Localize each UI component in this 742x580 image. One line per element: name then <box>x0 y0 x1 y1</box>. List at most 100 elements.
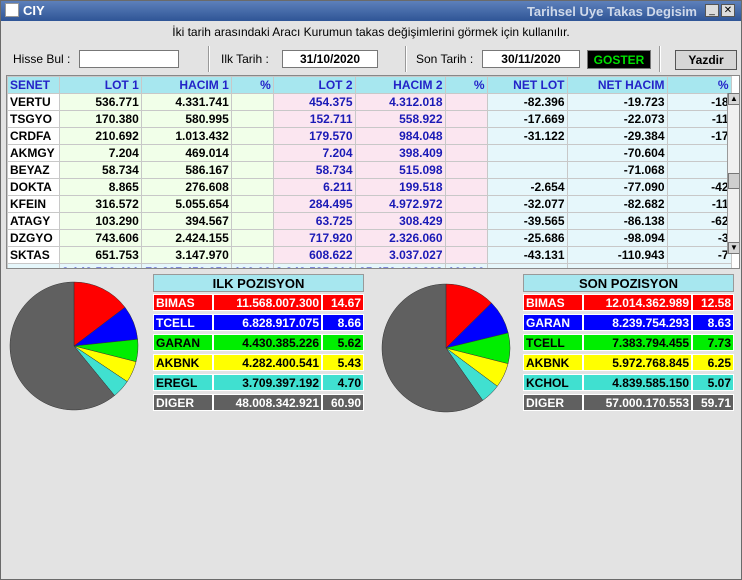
table-cell: -32.077 <box>486 195 568 213</box>
yazdir-button[interactable]: Yazdir <box>675 50 737 70</box>
position-row[interactable]: AKBNK 5.972.768.845 6.25 <box>523 354 734 371</box>
table-row[interactable]: SKTAS 651.753 3.147.970 608.622 3.037.027 -43… <box>7 246 732 264</box>
table-row[interactable]: VERTU 536.771 4.331.741 454.375 4.312.018 -82… <box>7 93 732 111</box>
table-cell: BEYAZ <box>7 161 60 179</box>
table-cell: AKMGY <box>7 144 60 162</box>
table-cell: 179.570 <box>272 127 356 145</box>
table-row[interactable]: DZGYO 743.606 2.424.155 717.920 2.326.060 -25… <box>7 229 732 247</box>
total-cell <box>666 263 732 268</box>
table-cell <box>444 229 488 247</box>
position-value: 48.008.342.921 <box>213 394 322 411</box>
table-cell: 58.734 <box>59 161 142 179</box>
table-cell: 1.013.432 <box>140 127 232 145</box>
table-scrollbar[interactable]: ▲ ▼ <box>727 93 739 254</box>
position-row[interactable]: GARAN 4.430.385.226 5.62 <box>153 334 364 351</box>
position-row[interactable]: EREGL 3.709.397.192 4.70 <box>153 374 364 391</box>
table-cell <box>230 212 274 230</box>
close-button[interactable]: ✕ <box>721 4 735 17</box>
son-tarih-input[interactable]: 30/11/2020 <box>482 50 580 68</box>
totals-row: 3.143.529.40178.827.450.259100,003.949.5… <box>7 263 732 268</box>
pie-slice-diger <box>381 283 484 413</box>
table-cell: -19.723 <box>566 93 668 111</box>
goster-button[interactable]: GOSTER <box>587 50 651 69</box>
table-row[interactable]: BEYAZ 58.734 586.167 58.734 515.098 -71.068 <box>7 161 732 179</box>
table-row[interactable]: CRDFA 210.692 1.013.432 179.570 984.048 -31.1… <box>7 127 732 145</box>
position-value: 3.709.397.192 <box>213 374 322 391</box>
table-cell: ATAGY <box>7 212 60 230</box>
ilk-tarih-input[interactable]: 31/10/2020 <box>282 50 378 68</box>
table-row[interactable]: DOKTA 8.865 276.608 6.211 199.518 -2.654 -77.0… <box>7 178 732 196</box>
table-cell <box>666 161 732 179</box>
table-cell: -22.073 <box>566 110 668 128</box>
position-value: 4.430.385.226 <box>213 334 322 351</box>
table-cell: -62 <box>666 212 732 230</box>
scroll-up-icon[interactable]: ▲ <box>728 93 739 105</box>
table-cell: 276.608 <box>140 178 232 196</box>
column-header[interactable]: % <box>444 76 488 94</box>
table-row[interactable]: KFEIN 316.572 5.055.654 284.495 4.972.972 -32… <box>7 195 732 213</box>
total-cell: 3.143.529.401 <box>59 263 142 268</box>
position-row[interactable]: GARAN 8.239.754.293 8.63 <box>523 314 734 331</box>
position-row[interactable]: KCHOL 4.839.585.150 5.07 <box>523 374 734 391</box>
total-cell: 78.827.450.259 <box>140 263 232 268</box>
table-cell: 308.429 <box>354 212 446 230</box>
column-header[interactable]: % <box>230 76 274 94</box>
column-header[interactable]: NET LOT <box>486 76 568 94</box>
pie-slice-diger <box>9 281 115 411</box>
position-row[interactable]: BIMAS 11.568.007.300 14.67 <box>153 294 364 311</box>
table-cell <box>486 161 568 179</box>
position-name: DIGER <box>153 394 213 411</box>
column-header[interactable]: % <box>666 76 732 94</box>
title-bar[interactable]: CIY Tarihsel Uye Takas Degisim _ ✕ <box>1 1 741 21</box>
table-cell: 984.048 <box>354 127 446 145</box>
table-cell: 4.312.018 <box>354 93 446 111</box>
position-pct: 4.70 <box>322 374 364 391</box>
position-name: BIMAS <box>153 294 213 311</box>
column-header[interactable]: LOT 1 <box>59 76 142 94</box>
position-row[interactable]: BIMAS 12.014.362.989 12.58 <box>523 294 734 311</box>
column-header[interactable]: SENET <box>7 76 60 94</box>
column-header[interactable]: HACIM 1 <box>140 76 232 94</box>
hisse-bul-input[interactable] <box>79 50 179 68</box>
table-row[interactable]: AKMGY 7.204 469.014 7.204 398.409 -70.604 <box>7 144 732 162</box>
table-cell: 743.606 <box>59 229 142 247</box>
position-row[interactable]: DIGER 57.000.170.553 59.71 <box>523 394 734 411</box>
scroll-down-icon[interactable]: ▼ <box>728 242 739 254</box>
separator <box>659 46 661 72</box>
position-row[interactable]: DIGER 48.008.342.921 60.90 <box>153 394 364 411</box>
scroll-thumb[interactable] <box>728 173 739 189</box>
table-cell: -77.090 <box>566 178 668 196</box>
column-header[interactable]: LOT 2 <box>272 76 356 94</box>
app-icon <box>5 3 19 17</box>
table-cell: -39.565 <box>486 212 568 230</box>
position-pct: 8.66 <box>322 314 364 331</box>
minimize-button[interactable]: _ <box>705 4 719 17</box>
table-cell: -11 <box>666 110 732 128</box>
table-cell: -25.686 <box>486 229 568 247</box>
position-value: 11.568.007.300 <box>213 294 322 311</box>
column-header[interactable]: NET HACIM <box>566 76 668 94</box>
table-row[interactable]: TSGYO 170.380 580.995 152.711 558.922 -17.669… <box>7 110 732 128</box>
table-cell <box>230 161 274 179</box>
table-cell: 210.692 <box>59 127 142 145</box>
table-cell: 7.204 <box>272 144 356 162</box>
table-cell: 4.972.972 <box>354 195 446 213</box>
position-row[interactable]: AKBNK 4.282.400.541 5.43 <box>153 354 364 371</box>
table-cell <box>444 110 488 128</box>
table-cell: -42 <box>666 178 732 196</box>
position-row[interactable]: TCELL 6.828.917.075 8.66 <box>153 314 364 331</box>
position-name: AKBNK <box>153 354 213 371</box>
position-pct: 5.43 <box>322 354 364 371</box>
position-row[interactable]: TCELL 7.383.794.455 7.73 <box>523 334 734 351</box>
table-row[interactable]: ATAGY 103.290 394.567 63.725 308.429 -39.565-… <box>7 212 732 230</box>
table-cell <box>444 127 488 145</box>
table-cell: 2.424.155 <box>140 229 232 247</box>
table-cell: 454.375 <box>272 93 356 111</box>
table-cell <box>444 178 488 196</box>
column-header[interactable]: HACIM 2 <box>354 76 446 94</box>
table-cell: 316.572 <box>59 195 142 213</box>
takas-table[interactable]: SENET LOT 1 HACIM 1% LOT 2 HACIM 2% NET LOT NE… <box>6 75 740 269</box>
table-cell: TSGYO <box>7 110 60 128</box>
table-cell: 580.995 <box>140 110 232 128</box>
position-pct: 5.62 <box>322 334 364 351</box>
